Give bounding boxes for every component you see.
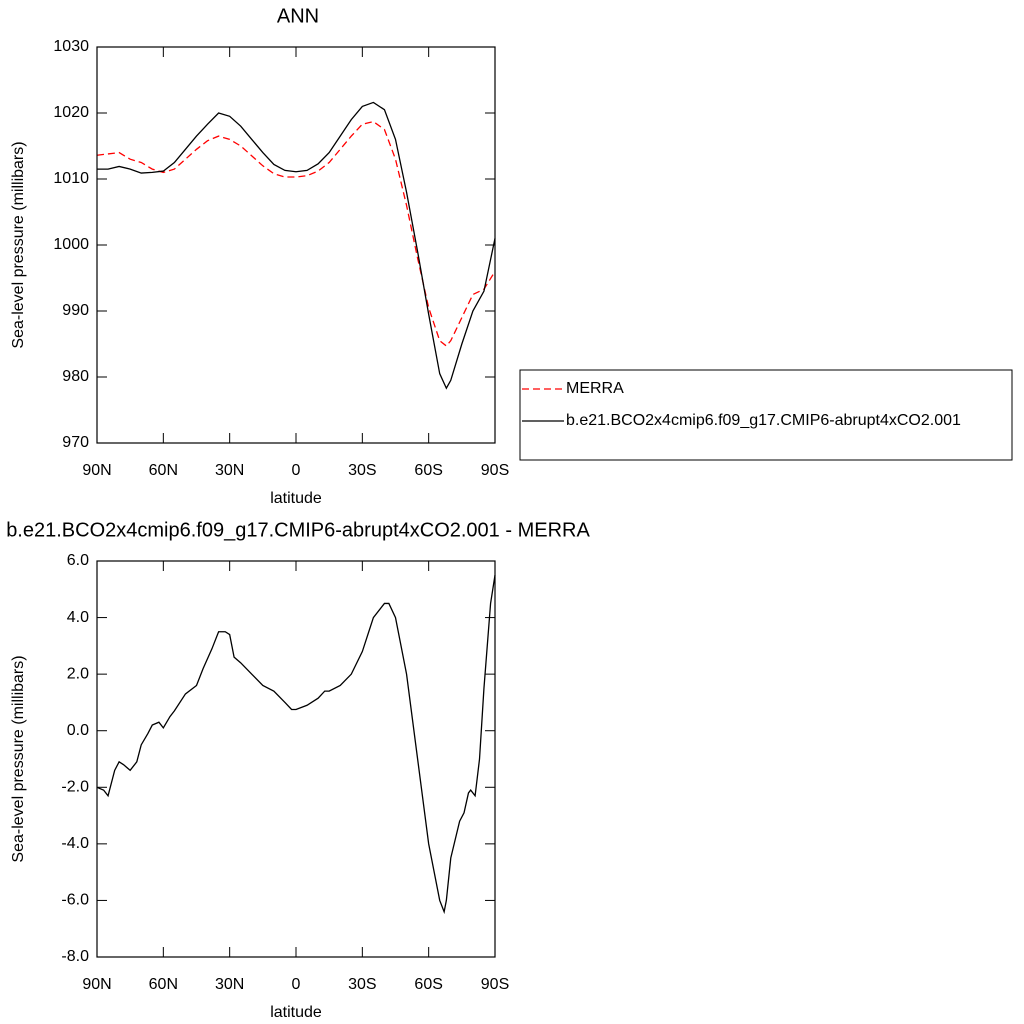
y-tick-label: 0.0 xyxy=(67,722,89,739)
x-tick-label: 60S xyxy=(414,462,442,479)
chart-title: b.e21.BCO2x4cmip6.f09_g17.CMIP6-abrupt4x… xyxy=(6,519,590,541)
y-tick-label: 970 xyxy=(62,434,89,451)
x-tick-label: 60N xyxy=(149,976,178,993)
y-tick-label: 2.0 xyxy=(67,665,89,682)
legend-label: MERRA xyxy=(566,380,624,397)
x-tick-label: 0 xyxy=(292,462,301,479)
y-tick-label: 1030 xyxy=(53,38,89,55)
y-tick-label: 990 xyxy=(62,302,89,319)
plot-frame xyxy=(96,560,496,958)
y-axis-label: Sea-level pressure (millibars) xyxy=(10,141,27,348)
y-tick-label: -6.0 xyxy=(61,892,89,909)
y-axis-label: Sea-level pressure (millibars) xyxy=(10,655,27,862)
data-line xyxy=(96,575,496,915)
x-tick-label: 0 xyxy=(292,976,301,993)
y-tick-label: -8.0 xyxy=(61,948,89,965)
x-axis-label: latitude xyxy=(270,490,322,507)
y-tick-label: 1010 xyxy=(53,170,89,187)
y-tick-label: 6.0 xyxy=(67,552,89,569)
y-tick-label: -2.0 xyxy=(61,779,89,796)
x-tick-label: 30N xyxy=(215,462,244,479)
x-tick-label: 60N xyxy=(149,462,178,479)
plot-frame xyxy=(96,46,496,444)
x-tick-label: 60S xyxy=(414,976,442,993)
x-axis-label: latitude xyxy=(270,1004,322,1021)
y-tick-label: 1000 xyxy=(53,236,89,253)
chart-title: ANN xyxy=(277,5,319,27)
x-tick-label: 30S xyxy=(348,976,376,993)
x-tick-label: 90S xyxy=(481,976,509,993)
y-tick-label: -4.0 xyxy=(61,835,89,852)
y-tick-label: 980 xyxy=(62,368,89,385)
data-line xyxy=(96,120,496,347)
x-tick-label: 90N xyxy=(82,462,111,479)
data-line xyxy=(97,101,496,390)
x-tick-label: 30S xyxy=(348,462,376,479)
y-tick-label: 1020 xyxy=(53,104,89,121)
x-tick-label: 90N xyxy=(82,976,111,993)
legend-label: b.e21.BCO2x4cmip6.f09_g17.CMIP6-abrupt4x… xyxy=(566,412,961,429)
x-tick-label: 90S xyxy=(481,462,509,479)
y-tick-label: 4.0 xyxy=(67,609,89,626)
legend-box xyxy=(519,369,1013,461)
x-tick-label: 30N xyxy=(215,976,244,993)
